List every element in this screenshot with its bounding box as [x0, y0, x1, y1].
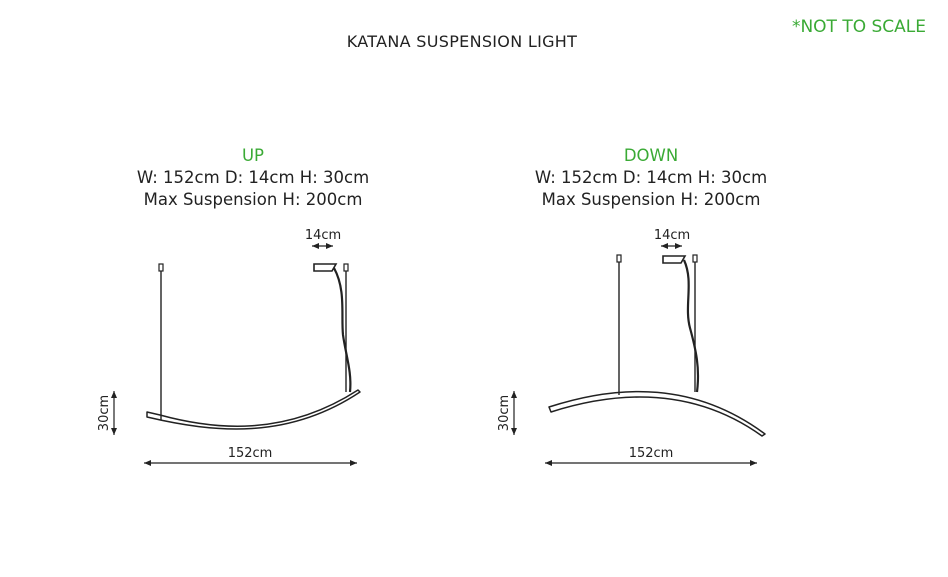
- depth-dimension-down: 14cm: [654, 228, 690, 249]
- diagram-title: KATANA SUSPENSION LIGHT: [346, 32, 578, 51]
- width-dimension-up: 152cm: [144, 446, 357, 466]
- suspension-wire-left-down: [616, 254, 622, 395]
- lamp-body-down: [548, 390, 766, 437]
- mode-label-up: UP: [241, 146, 265, 165]
- dimensions-down: W: 152cm D: 14cm H: 30cm: [534, 168, 768, 187]
- depth-dimension-up: 14cm: [305, 228, 341, 249]
- depth-label-up: 14cm: [305, 228, 341, 243]
- width-dimension-down: 152cm: [545, 446, 757, 466]
- spec-block-up: UP W: 152cm D: 14cm H: 30cm Max Suspensi…: [103, 145, 403, 211]
- power-cable-down: [682, 259, 700, 393]
- height-dimension-down: 30cm: [497, 391, 517, 435]
- depth-label-down: 14cm: [654, 228, 690, 243]
- lamp-drawing-up: [146, 263, 361, 430]
- suspension-wire-right-up: [343, 263, 349, 392]
- ceiling-canopy-up: [313, 263, 338, 272]
- height-label-up: 30cm: [97, 395, 112, 431]
- mode-label-down: DOWN: [623, 146, 679, 165]
- width-label-down: 152cm: [629, 446, 674, 461]
- height-dimension-up: 30cm: [97, 391, 117, 435]
- width-label-up: 152cm: [228, 446, 273, 461]
- power-cable-up: [333, 267, 352, 393]
- not-to-scale-note: *NOT TO SCALE: [791, 17, 926, 37]
- suspension-wire-left-up: [158, 263, 164, 420]
- suspension-wire-right-down: [692, 254, 698, 392]
- height-label-down: 30cm: [497, 395, 512, 431]
- ceiling-canopy-down: [662, 255, 687, 264]
- suspension-up: Max Suspension H: 200cm: [143, 190, 363, 209]
- lamp-body-up: [146, 389, 361, 430]
- spec-block-down: DOWN W: 152cm D: 14cm H: 30cm Max Suspen…: [501, 145, 801, 211]
- suspension-down: Max Suspension H: 200cm: [541, 190, 761, 209]
- dimensions-up: W: 152cm D: 14cm H: 30cm: [136, 168, 370, 187]
- lamp-drawing-down: [548, 254, 766, 437]
